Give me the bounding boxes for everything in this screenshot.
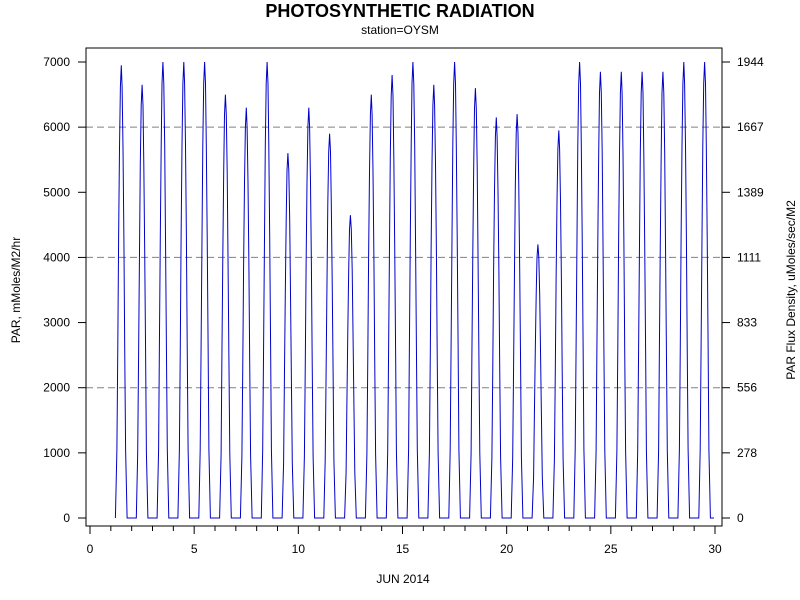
x-tick-label: 30 — [708, 542, 722, 556]
y-tick-label: 2000 — [43, 381, 70, 395]
grid-lines — [86, 126, 722, 389]
y-tick-label: 1000 — [43, 446, 70, 460]
chart-subtitle: station=OYSM — [361, 23, 439, 37]
y2-tick-label: 0 — [737, 511, 744, 525]
y-tick-label: 6000 — [43, 120, 70, 134]
y2-tick-label: 833 — [737, 316, 757, 330]
y-tick-label: 7000 — [43, 55, 70, 69]
x-axis-ticks: 0 5 10 15 20 25 30 — [87, 526, 722, 556]
y-axis-ticks: 0 1000 2000 3000 4000 5000 6000 7000 — [43, 55, 86, 525]
y-axis-label: PAR, mMoles/M2/hr — [9, 237, 23, 343]
series-layer — [114, 61, 714, 519]
x-tick-label: 5 — [191, 542, 198, 556]
y2-tick-label: 556 — [737, 381, 757, 395]
x-tick-label: 25 — [604, 542, 618, 556]
plot-frame — [85, 47, 723, 527]
y2-axis-label: PAR Flux Density, uMoles/sec/M2 — [784, 200, 798, 380]
chart-title: PHOTOSYNTHETIC RADIATION — [265, 1, 534, 21]
y2-tick-label: 1111 — [737, 250, 761, 264]
y-tick-label: 3000 — [43, 316, 70, 330]
y2-tick-label: 1944 — [737, 55, 764, 69]
y-tick-label: 4000 — [43, 250, 70, 264]
par-series-line — [114, 61, 714, 519]
x-tick-label: 15 — [396, 542, 410, 556]
x-tick-label: 10 — [292, 542, 306, 556]
x-axis-label: JUN 2014 — [376, 572, 430, 586]
y2-axis-ticks: 0 278 556 833 1111 1389 1667 1944 — [722, 55, 764, 525]
y2-tick-label: 1667 — [737, 120, 764, 134]
x-tick-label: 20 — [500, 542, 514, 556]
y2-tick-label: 278 — [737, 446, 757, 460]
x-tick-label: 0 — [87, 542, 94, 556]
y-tick-label: 0 — [63, 511, 70, 525]
y2-tick-label: 1389 — [737, 185, 764, 199]
y-tick-label: 5000 — [43, 185, 70, 199]
